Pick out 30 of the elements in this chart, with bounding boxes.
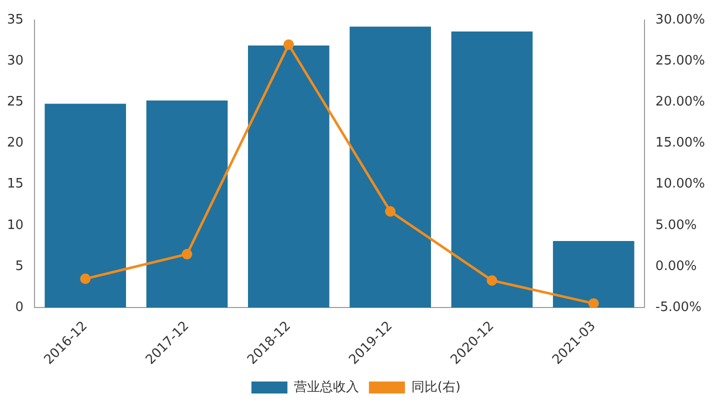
bar <box>552 241 634 308</box>
bar <box>44 104 126 308</box>
y-tick-label: 5 <box>15 258 24 274</box>
y2-tick-label: 25.00% <box>655 53 706 68</box>
y-tick-label: 35 <box>6 12 24 28</box>
y2-tick-label: 20.00% <box>655 94 706 110</box>
bar <box>248 45 330 308</box>
y2-tick-label: 15.00% <box>655 136 706 151</box>
bar <box>451 32 533 308</box>
y-tick-label: 25 <box>6 94 24 110</box>
legend-label: 营业总收入 <box>294 380 359 395</box>
point <box>385 206 396 217</box>
y2-tick-label: 0.00% <box>655 258 697 274</box>
point <box>588 298 599 308</box>
y-tick-label: 20 <box>6 136 24 151</box>
point <box>80 274 91 284</box>
y-tick-label: 0 <box>15 300 24 315</box>
y2-tick-label: 5.00% <box>655 218 697 233</box>
legend-label: 同比(右) <box>411 380 461 395</box>
point <box>283 39 294 50</box>
y-tick-label: 30 <box>6 53 24 68</box>
y2-tick-label: 10.00% <box>655 176 706 192</box>
y-tick-label: 10 <box>6 218 24 233</box>
bar <box>146 100 228 308</box>
point <box>486 275 498 286</box>
y-tick-label: 15 <box>6 176 24 192</box>
bar <box>350 26 431 308</box>
y2-tick-label: 30.00% <box>655 12 706 28</box>
point <box>182 248 192 260</box>
y2-tick-label: -5.00% <box>655 300 702 315</box>
